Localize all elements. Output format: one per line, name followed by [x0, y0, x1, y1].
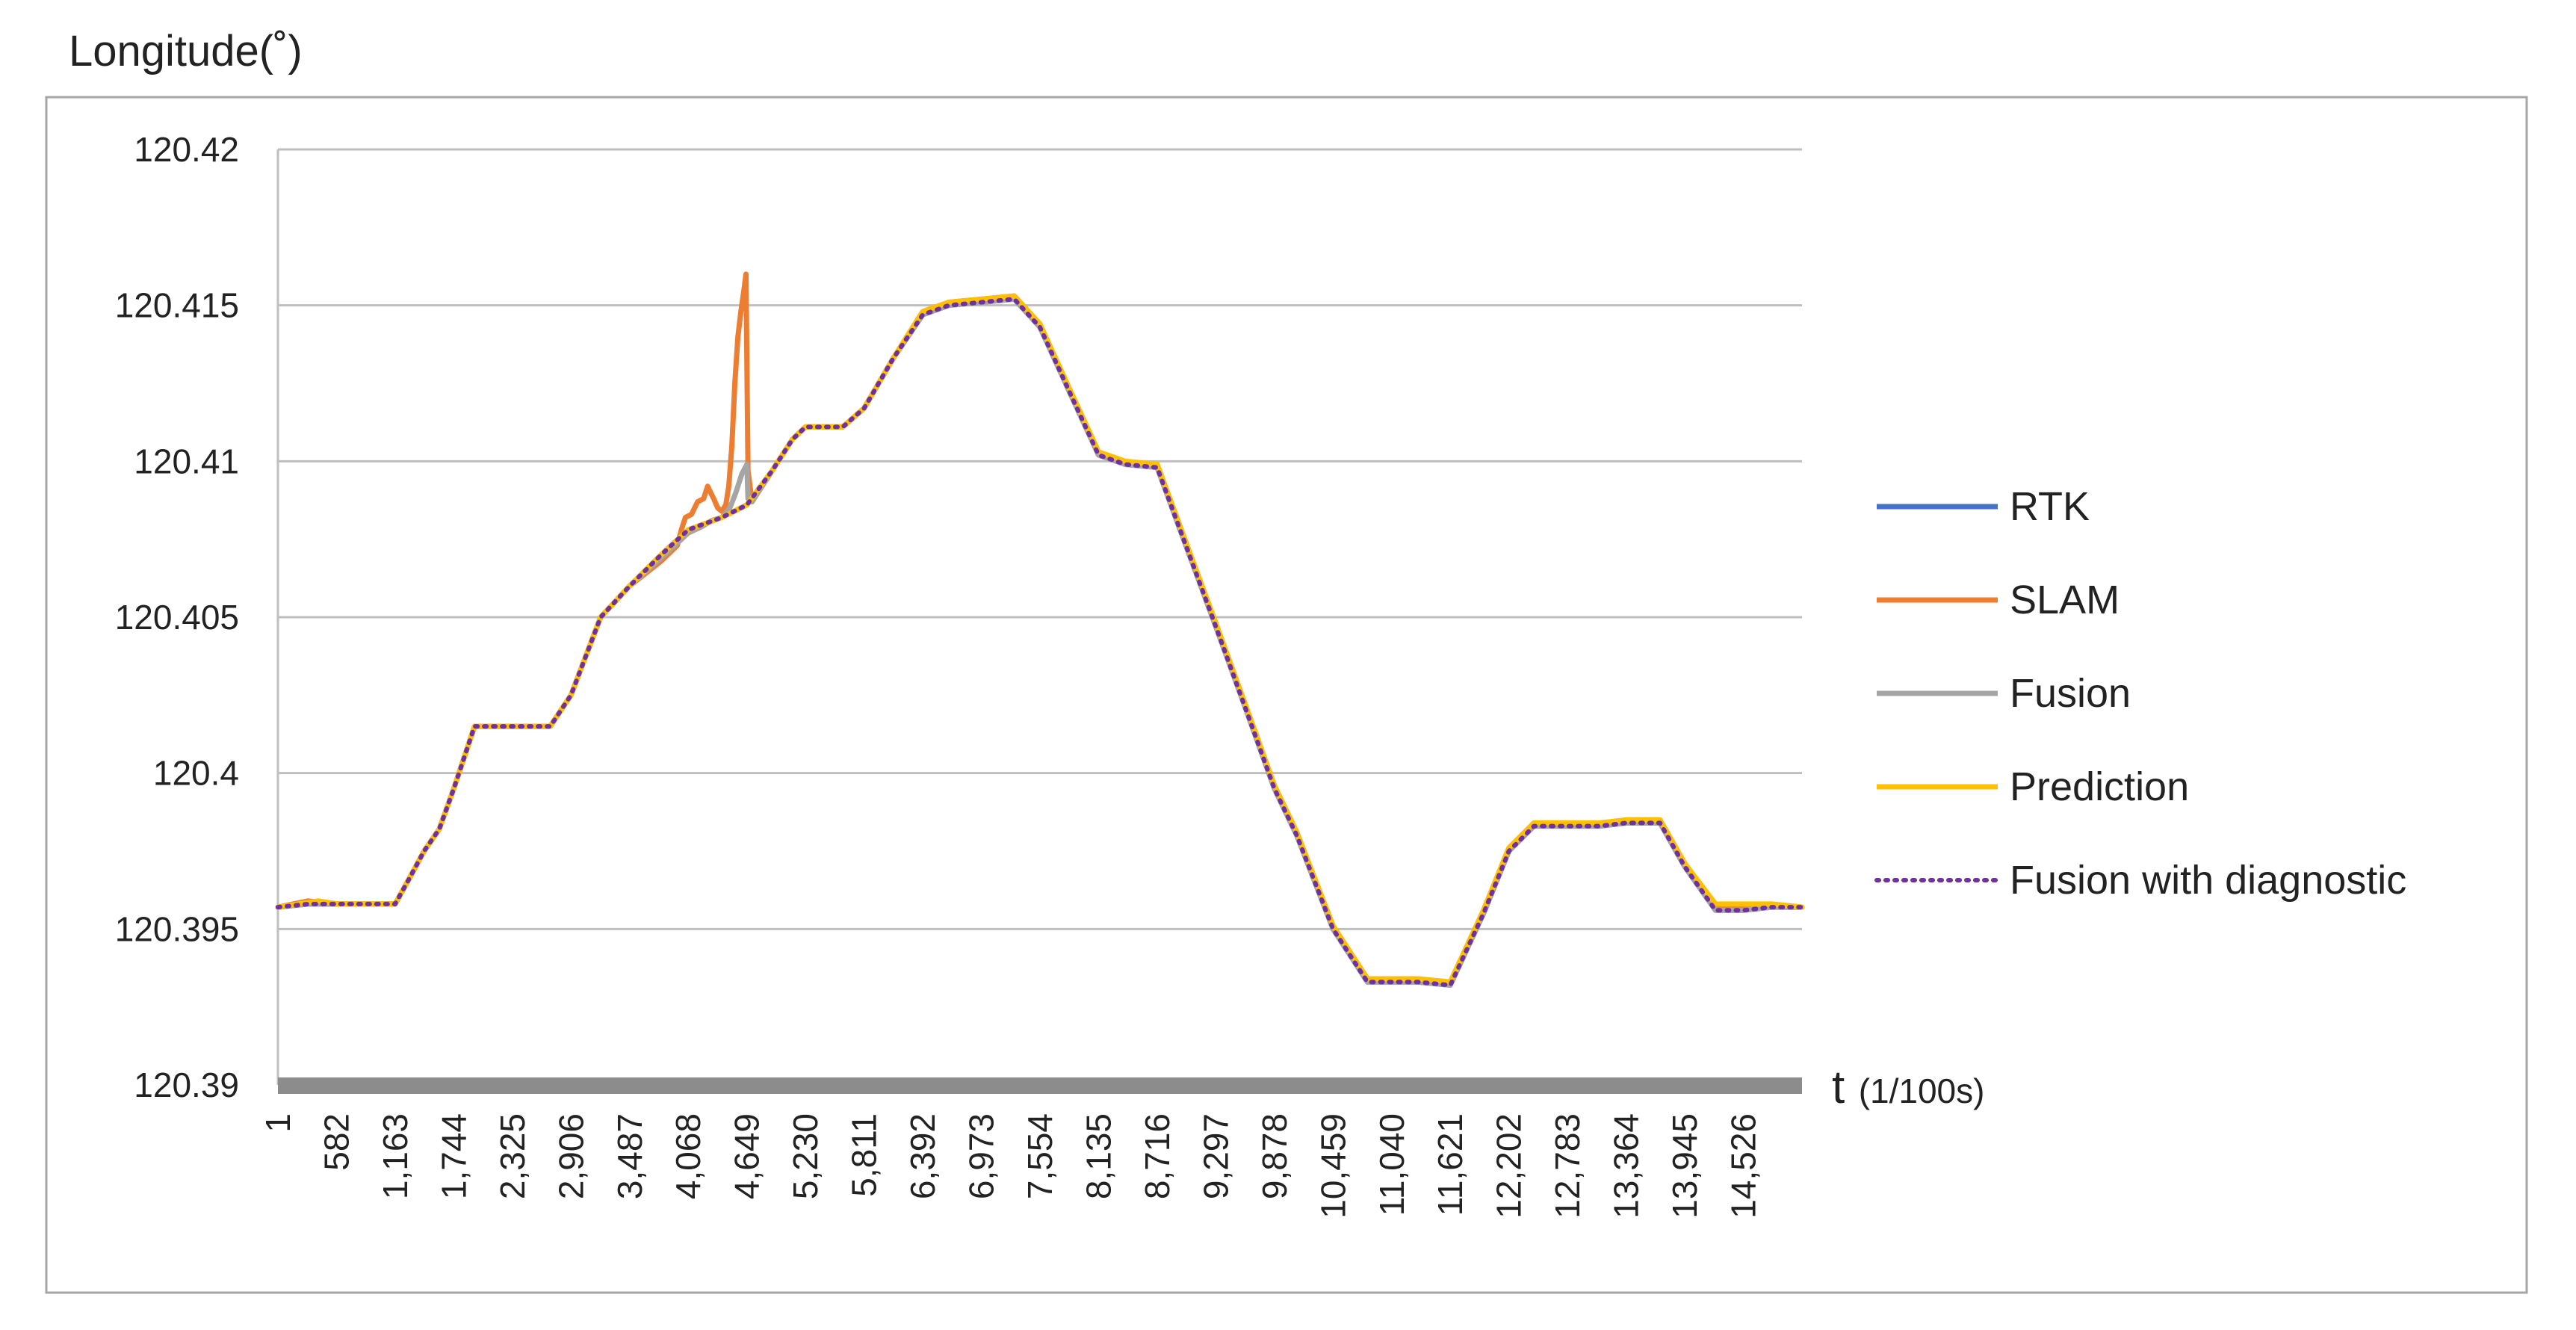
x-tick-label: 5,230 [786, 1113, 825, 1199]
legend-label-prediction: Prediction [2010, 764, 2189, 809]
x-tick-label: 582 [317, 1113, 356, 1171]
x-tick-label: 8,135 [1079, 1113, 1118, 1199]
x-tick-label: 11,621 [1431, 1113, 1470, 1216]
x-axis-band [278, 1077, 1802, 1094]
y-tick-label: 120.42 [134, 130, 239, 169]
x-tick-label: 2,906 [551, 1113, 590, 1199]
x-axis-title: t (1/100s) [1832, 1062, 1984, 1113]
x-tick-label: 1 [258, 1113, 297, 1133]
grid-lines [278, 148, 1802, 930]
x-tick-label: 1,163 [376, 1113, 415, 1199]
series-line-slam [275, 271, 1805, 985]
x-tick-label: 12,783 [1548, 1113, 1587, 1219]
series-line-fusion_diag [276, 297, 1804, 988]
x-tick-label: 3,487 [610, 1113, 649, 1199]
x-axis-title-unit: (1/100s) [1859, 1071, 1985, 1110]
legend-label-fusion: Fusion [2010, 671, 2131, 716]
legend: RTK SLAM Fusion Prediction Fusion with diagn… [1874, 484, 2406, 903]
x-tick-label: 6,973 [962, 1113, 1001, 1199]
y-tick-label: 120.41 [134, 442, 239, 480]
legend-label-rtk: RTK [2010, 484, 2090, 529]
x-tick-label: 9,297 [1196, 1113, 1235, 1199]
x-tick-label: 4,649 [728, 1113, 767, 1199]
y-axis-title: Longitude(˚) [69, 27, 303, 75]
series-line-rtk [275, 296, 1805, 988]
y-tick-label: 120.39 [134, 1065, 239, 1104]
y-tick-label: 120.395 [115, 909, 239, 948]
series-line-prediction [275, 293, 1805, 985]
x-tick-label: 13,945 [1665, 1113, 1704, 1219]
x-tick-label: 1,744 [434, 1113, 473, 1199]
x-axis-title-main: t [1832, 1062, 1845, 1113]
x-tick-label: 8,716 [1138, 1113, 1177, 1199]
legend-label-slam: SLAM [2010, 578, 2120, 622]
x-tick-label: 4,068 [669, 1113, 708, 1199]
x-tick-label: 11,040 [1372, 1113, 1411, 1216]
legend-label-fusion_diag: Fusion with diagnostic [2010, 858, 2406, 903]
x-tick-label: 12,202 [1490, 1113, 1529, 1219]
x-tick-label: 9,878 [1255, 1113, 1294, 1199]
x-tick-label: 5,811 [845, 1113, 884, 1197]
y-tick-label: 120.405 [115, 598, 239, 637]
x-tick-label: 6,392 [903, 1113, 942, 1199]
series-line-fusion [275, 296, 1805, 988]
x-tick-label: 7,554 [1021, 1113, 1059, 1199]
series-lines [275, 271, 1805, 988]
x-tick-label: 14,526 [1724, 1113, 1763, 1219]
chart-frame [45, 96, 2528, 1294]
x-tick-label: 2,325 [493, 1113, 532, 1199]
y-tick-label: 120.4 [153, 754, 239, 793]
x-tick-label: 10,459 [1313, 1113, 1352, 1219]
y-tick-label: 120.415 [115, 286, 239, 325]
axes: 120.42120.415120.41120.405120.4120.39512… [115, 130, 1802, 1219]
x-tick-label: 13,364 [1607, 1113, 1646, 1219]
